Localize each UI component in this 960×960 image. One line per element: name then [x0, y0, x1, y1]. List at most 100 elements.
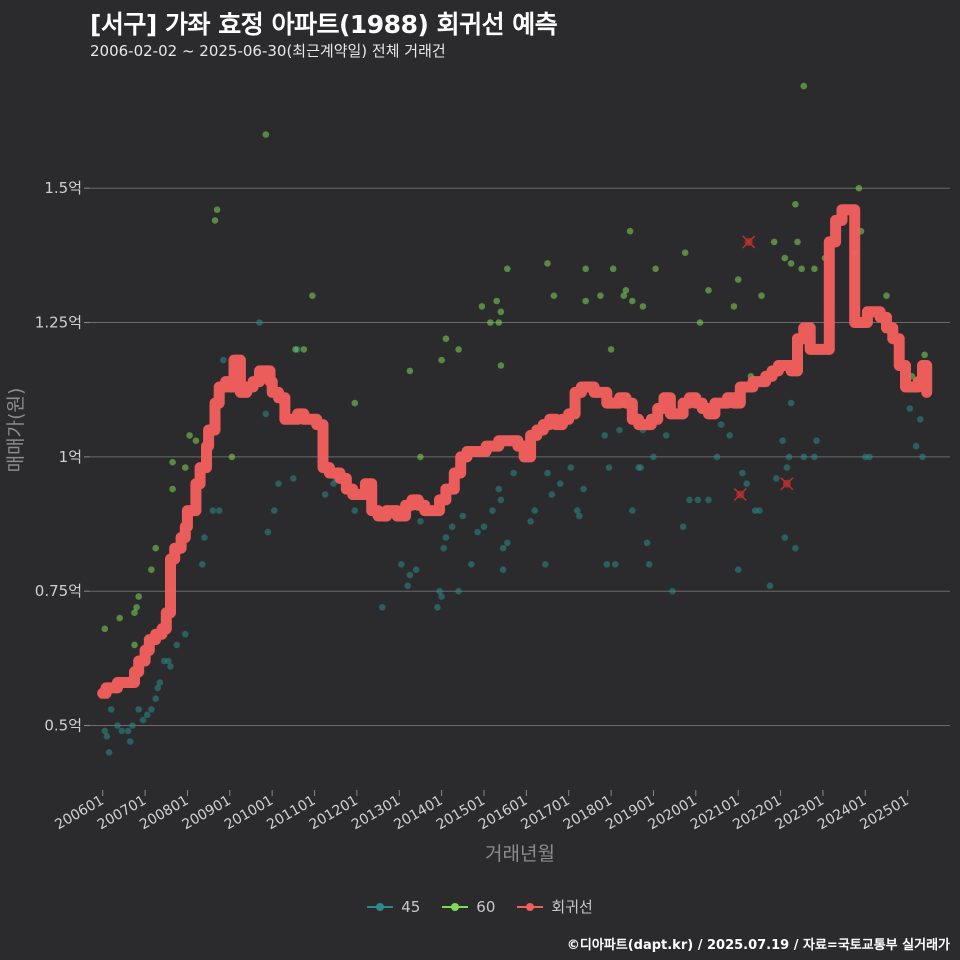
point-60	[758, 292, 765, 300]
point-60	[351, 399, 359, 407]
y-tick-label: 1.5억	[44, 179, 82, 197]
point-45	[497, 496, 505, 504]
point-60	[734, 276, 742, 283]
point-60	[182, 464, 189, 471]
point-45	[743, 480, 750, 488]
point-60	[417, 453, 424, 461]
point-45	[866, 453, 873, 461]
point-45	[756, 507, 763, 514]
point-60	[131, 641, 138, 649]
point-60	[811, 265, 818, 273]
point-60	[131, 609, 138, 616]
point-45	[275, 480, 282, 488]
point-45	[220, 356, 227, 364]
point-60	[798, 265, 805, 273]
point-45	[548, 491, 556, 498]
legend: 45 60 회귀선	[0, 896, 960, 917]
point-45	[726, 432, 733, 439]
chart-subtitle: 2006-02-02 ~ 2025-06-30(최근계약일) 전체 거래건	[90, 42, 446, 60]
point-45	[650, 453, 657, 461]
point-45	[739, 469, 746, 477]
point-45	[167, 663, 174, 670]
point-60	[787, 260, 795, 267]
outlier-markers	[733, 235, 794, 502]
point-45	[556, 480, 564, 488]
point-45	[404, 582, 412, 590]
point-45	[645, 561, 653, 568]
y-axis-label: 매매가(원)	[5, 388, 27, 473]
point-60	[597, 292, 604, 300]
point-60	[213, 206, 221, 213]
point-45	[811, 453, 818, 461]
point-45	[126, 738, 134, 745]
point-45	[442, 534, 450, 541]
point-45	[351, 507, 359, 514]
point-60	[116, 614, 123, 622]
point-60	[639, 303, 647, 310]
point-45	[143, 711, 151, 719]
legend-item-regression: 회귀선	[517, 896, 593, 917]
point-45	[917, 416, 924, 423]
point-45	[717, 421, 725, 428]
chart-title: [서구] 가좌 효정 아파트(1988) 회귀선 예측	[90, 10, 558, 39]
point-45	[713, 453, 721, 461]
point-45	[101, 727, 109, 735]
point-45	[135, 706, 142, 713]
point-45	[105, 749, 113, 756]
point-45	[603, 561, 611, 568]
point-45	[474, 528, 481, 536]
point-45	[629, 507, 636, 514]
legend-key-45	[367, 901, 394, 913]
point-60	[620, 292, 628, 300]
outlier-cross	[780, 477, 794, 491]
point-45	[129, 722, 136, 729]
point-45	[264, 528, 272, 536]
point-45	[576, 512, 583, 520]
point-60	[133, 604, 140, 611]
point-45	[152, 695, 159, 702]
gridlines	[84, 187, 950, 796]
point-45	[573, 507, 581, 514]
point-60	[487, 319, 494, 326]
point-60	[169, 458, 176, 466]
point-60	[681, 249, 689, 256]
point-45	[290, 475, 297, 482]
source-caption: ©디아파트(dapt.kr) / 2025.07.19 / 자료=국토교통부 실…	[566, 938, 950, 953]
point-45	[567, 464, 575, 471]
y-axis-tick-labels: 0.5억 0.75억 1억 1.25억 1.5억	[35, 179, 82, 734]
x-tick-label: 202501	[857, 793, 911, 834]
point-60	[135, 593, 142, 600]
point-45	[199, 561, 206, 568]
point-60	[582, 297, 589, 305]
point-60	[921, 351, 928, 359]
point-60	[705, 287, 712, 294]
point-45	[637, 464, 644, 471]
legend-label-45: 45	[401, 897, 421, 916]
x-axis-tick-labels: 2006012007012008012009012010012011012012…	[52, 793, 911, 834]
point-45	[612, 561, 619, 568]
legend-item-45: 45	[367, 896, 420, 917]
point-45	[669, 587, 676, 595]
point-45	[379, 604, 386, 611]
point-45	[438, 593, 445, 600]
point-45	[480, 523, 488, 530]
point-45	[504, 539, 511, 547]
point-45	[694, 496, 702, 504]
point-60	[169, 485, 176, 493]
point-45	[468, 561, 475, 568]
point-45	[330, 480, 337, 488]
point-60	[652, 265, 659, 273]
point-45	[499, 544, 507, 552]
legend-label-regression: 회귀선	[551, 898, 593, 916]
point-60	[406, 367, 414, 375]
point-45	[580, 485, 587, 493]
point-60	[550, 292, 558, 300]
point-45	[154, 684, 162, 692]
point-45	[262, 410, 270, 418]
point-45	[173, 641, 181, 649]
point-45	[912, 442, 920, 450]
y-tick-label: 1.25억	[35, 314, 82, 332]
point-60	[781, 254, 789, 262]
legend-key-regression	[517, 901, 544, 913]
